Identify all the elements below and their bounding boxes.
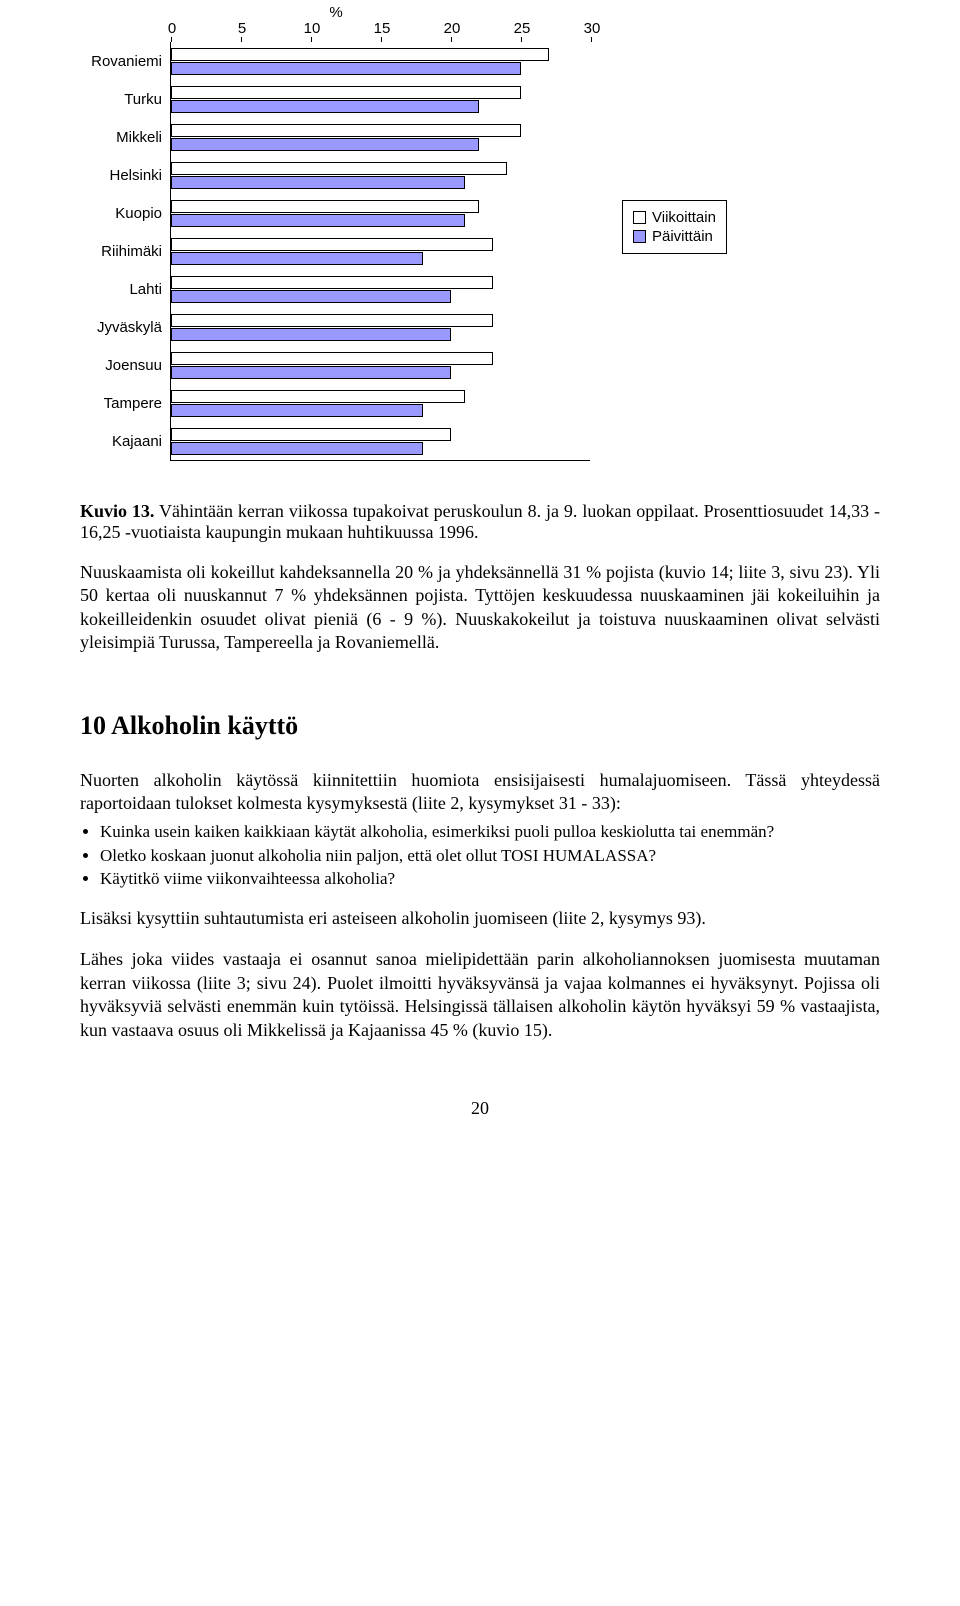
y-category-label: Mikkeli [80, 118, 162, 156]
y-category-label: Joensuu [80, 346, 162, 384]
y-axis-labels: RovaniemiTurkuMikkeliHelsinkiKuopioRiihi… [80, 42, 170, 461]
bar-paivittain [171, 100, 479, 113]
x-tick-label: 30 [584, 20, 601, 37]
bar-paivittain [171, 62, 521, 75]
section-heading: 10 Alkoholin käyttö [80, 711, 880, 741]
x-tick-label: 20 [444, 20, 461, 37]
x-tick-label: 0 [168, 20, 176, 37]
body-paragraph-1: Nuuskaamista oli kokeillut kahdeksannell… [80, 561, 880, 655]
plot-area [170, 42, 590, 461]
x-tick-label: 25 [514, 20, 531, 37]
bar-paivittain [171, 328, 451, 341]
y-category-label: Jyväskylä [80, 308, 162, 346]
chart-legend: Viikoittain Päivittäin [622, 200, 727, 254]
axis-unit-label: % [329, 4, 342, 21]
bar-viikoittain [171, 86, 521, 99]
legend-swatch [633, 211, 646, 224]
chart-container: % 051015202530 RovaniemiTurkuMikkeliHels… [80, 20, 880, 461]
figure-caption: Kuvio 13. Vähintään kerran viikossa tupa… [80, 501, 880, 543]
body-paragraph-4: Lähes joka viides vastaaja ei osannut sa… [80, 948, 880, 1042]
legend-item: Viikoittain [633, 209, 716, 226]
y-category-label: Lahti [80, 270, 162, 308]
bar-paivittain [171, 366, 451, 379]
bar-paivittain [171, 404, 423, 417]
bar-paivittain [171, 214, 465, 227]
bar-row [171, 80, 590, 118]
y-category-label: Kajaani [80, 422, 162, 460]
bar-paivittain [171, 252, 423, 265]
y-category-label: Tampere [80, 384, 162, 422]
bar-viikoittain [171, 238, 493, 251]
bar-viikoittain [171, 200, 479, 213]
bar-viikoittain [171, 390, 465, 403]
y-category-label: Rovaniemi [80, 42, 162, 80]
legend-label: Päivittäin [652, 228, 713, 245]
list-item: Oletko koskaan juonut alkoholia niin pal… [100, 845, 880, 866]
bar-chart: % 051015202530 RovaniemiTurkuMikkeliHels… [80, 20, 592, 461]
x-tick-label: 15 [374, 20, 391, 37]
y-category-label: Riihimäki [80, 232, 162, 270]
body-paragraph-2: Nuorten alkoholin käytössä kiinnitettiin… [80, 769, 880, 816]
bar-viikoittain [171, 352, 493, 365]
bar-viikoittain [171, 314, 493, 327]
bar-paivittain [171, 176, 465, 189]
page-number: 20 [80, 1098, 880, 1119]
bar-row [171, 156, 590, 194]
bar-row [171, 346, 590, 384]
bar-row [171, 270, 590, 308]
bar-row [171, 232, 590, 270]
bar-row [171, 384, 590, 422]
list-item: Käytitkö viime viikonvaihteessa alkoholi… [100, 868, 880, 889]
legend-item: Päivittäin [633, 228, 716, 245]
list-item: Kuinka usein kaiken kaikkiaan käytät alk… [100, 821, 880, 842]
bar-paivittain [171, 138, 479, 151]
figure-caption-text: Vähintään kerran viikossa tupakoivat per… [80, 501, 880, 542]
bar-viikoittain [171, 124, 521, 137]
bar-paivittain [171, 290, 451, 303]
bar-paivittain [171, 442, 423, 455]
y-category-label: Helsinki [80, 156, 162, 194]
legend-swatch [633, 230, 646, 243]
x-axis: 051015202530 [172, 20, 592, 42]
legend-label: Viikoittain [652, 209, 716, 226]
bar-row [171, 308, 590, 346]
y-category-label: Kuopio [80, 194, 162, 232]
figure-caption-label: Kuvio 13. [80, 501, 154, 521]
bar-row [171, 422, 590, 460]
x-tick-label: 10 [304, 20, 321, 37]
bar-row [171, 42, 590, 80]
question-list: Kuinka usein kaiken kaikkiaan käytät alk… [80, 821, 880, 889]
body-paragraph-3: Lisäksi kysyttiin suhtautumista eri aste… [80, 907, 880, 930]
bar-viikoittain [171, 162, 507, 175]
x-tick-label: 5 [238, 20, 246, 37]
bar-viikoittain [171, 276, 493, 289]
y-category-label: Turku [80, 80, 162, 118]
bar-viikoittain [171, 48, 549, 61]
bar-row [171, 118, 590, 156]
bar-row [171, 194, 590, 232]
bar-viikoittain [171, 428, 451, 441]
